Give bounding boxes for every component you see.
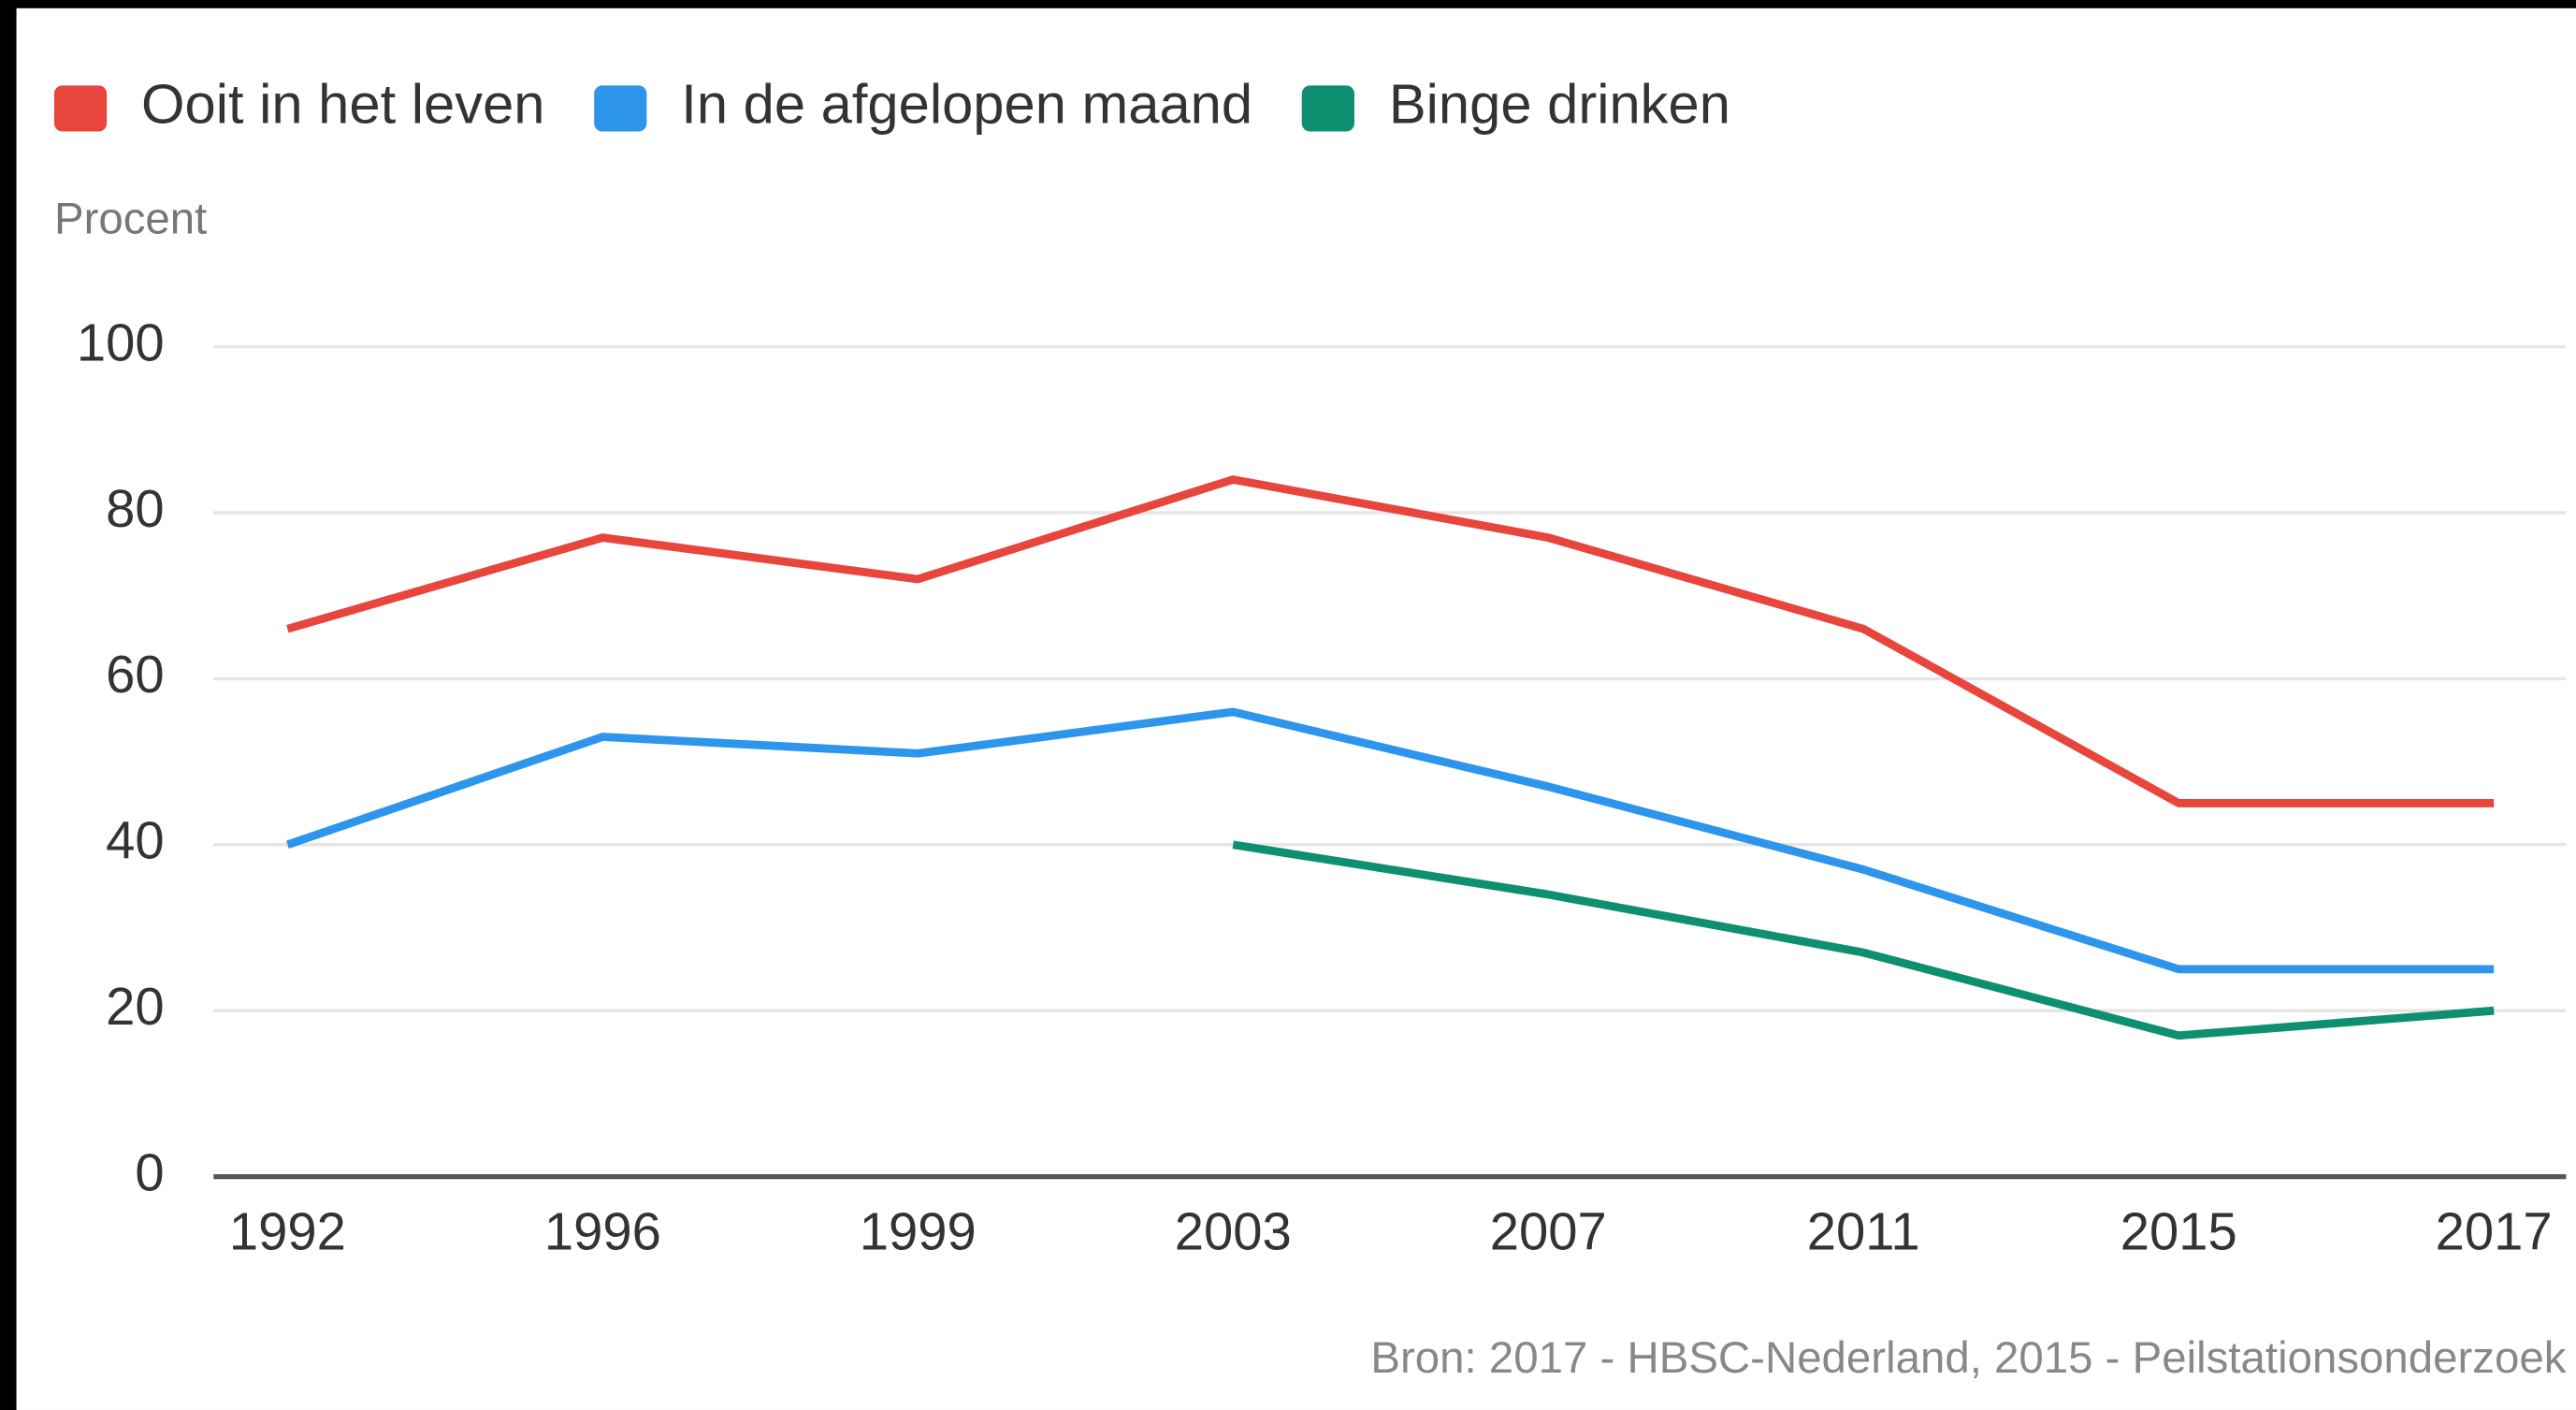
x-tick-label: 2017 — [2436, 1202, 2553, 1261]
x-tick-label: 2015 — [2120, 1202, 2237, 1261]
series-line — [285, 707, 2495, 974]
legend-swatch — [1301, 85, 1354, 132]
source-note: Bron: 2017 - HBSC-Nederland, 2015 - Peil… — [1370, 1333, 2566, 1383]
legend-swatch — [594, 85, 647, 132]
x-tick-label: 2003 — [1175, 1202, 1292, 1261]
series-line — [1232, 840, 2495, 1040]
y-tick-label: 80 — [106, 479, 164, 538]
y-tick-label: 100 — [77, 313, 165, 371]
legend-swatch — [53, 85, 108, 132]
x-tick-label: 2007 — [1490, 1202, 1607, 1261]
x-tick-label: 1996 — [544, 1202, 661, 1261]
y-tick-label: 60 — [106, 645, 164, 704]
x-tick-label: 1999 — [860, 1202, 977, 1261]
series-line — [286, 475, 2495, 807]
chart-background — [16, 7, 2576, 1410]
legend-label: In de afgelopen maand — [681, 73, 1252, 136]
y-tick-label: 20 — [106, 977, 164, 1036]
x-tick-label: 2011 — [1807, 1202, 1920, 1261]
y-axis-label: Procent — [54, 195, 207, 244]
x-tick-label: 1992 — [229, 1202, 346, 1261]
y-tick-label: 0 — [135, 1142, 164, 1201]
legend-label: Ooit in het leven — [141, 73, 544, 136]
legend-label: Binge drinken — [1389, 73, 1730, 136]
y-tick-label: 40 — [106, 811, 164, 870]
